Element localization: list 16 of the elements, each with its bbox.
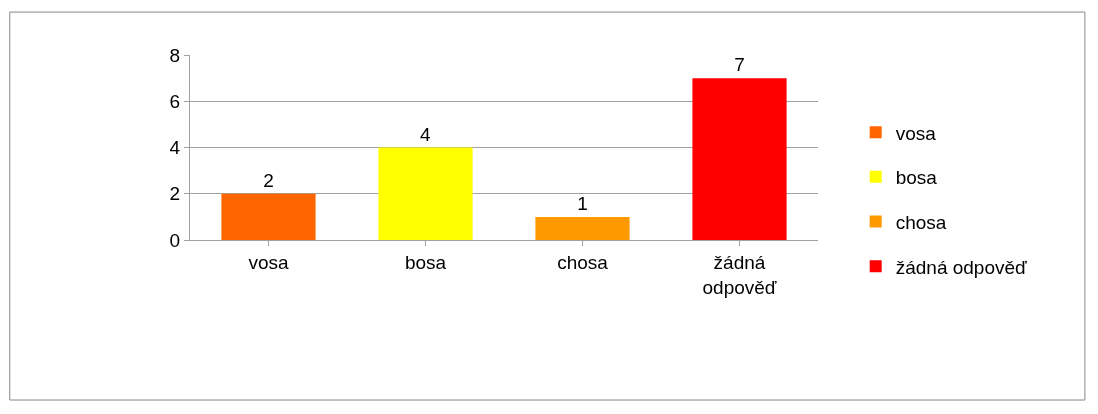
data-label: 2 [263,169,274,191]
legend-label: vosa [895,122,937,144]
legend-label: chosa [895,211,947,233]
x-tick-label: vosa [248,251,289,273]
y-tick-label: 0 [169,229,181,251]
data-label: 1 [577,192,588,214]
x-tick-label: chosa [557,251,609,273]
y-tick-label: 2 [169,183,181,205]
data-label: 7 [734,54,745,76]
y-tick-label: 4 [169,137,181,159]
y-tick-label: 8 [169,44,181,66]
legend-label: bosa [895,167,938,189]
x-tick-label: bosa [404,251,447,273]
x-tick-label: žádná odpověď [702,251,777,298]
y-tick-label: 6 [169,90,181,112]
data-label: 4 [420,123,431,145]
